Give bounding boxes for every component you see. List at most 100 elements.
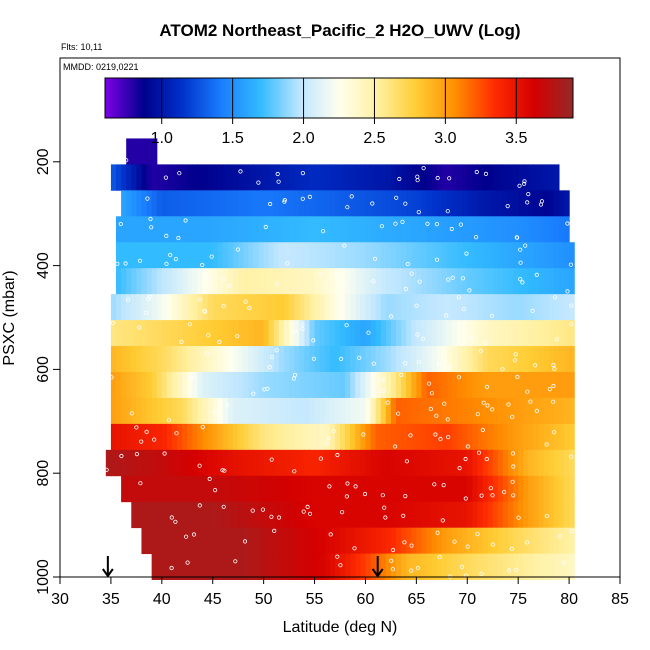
heat-cell [156,190,163,217]
sample-point [506,402,511,407]
heat-cell [508,501,514,529]
heat-cell [513,475,519,503]
sample-point [300,171,305,176]
heat-cell [406,423,412,451]
heat-cell [477,397,484,425]
sample-point [565,289,570,294]
heat-cell [508,190,514,217]
sample-point [200,262,205,268]
heat-cell [340,475,346,503]
heat-cell [212,527,219,555]
heat-cell [462,294,468,321]
heat-cell [151,397,158,425]
heat-cell [426,475,433,503]
heat-cell [212,190,219,217]
heat-cell [441,397,448,425]
heat-cell [141,294,148,321]
heat-cell [187,320,193,347]
heat-cell [258,397,265,425]
heat-cell [421,475,428,503]
heat-cell [314,294,321,321]
heat-cell [294,527,300,555]
heat-cell [457,397,463,425]
heat-cell [558,320,565,347]
heat-cell [258,527,265,555]
heat-cell [304,527,311,555]
heat-cell [416,475,423,503]
sample-point [311,338,316,343]
heat-cell [197,268,204,295]
heat-cell [426,423,433,451]
heat-cell [350,553,356,580]
heat-cell [436,320,443,347]
heat-cell [156,164,163,191]
heat-cell [166,397,173,425]
heat-cell [207,475,214,503]
heat-cell [238,527,244,555]
heat-cell [329,397,336,425]
heat-cell [523,294,529,321]
sample-point [480,427,485,433]
heat-cell [278,294,285,321]
heat-cell [278,501,285,529]
heat-cell [314,449,321,477]
heat-cell [212,372,219,399]
heat-cell [105,449,112,477]
heat-cell [472,190,479,217]
sample-point [509,546,514,552]
heat-cell [487,320,494,347]
heat-cell [462,268,468,295]
heat-cell [426,164,433,191]
heat-cell [340,372,346,399]
heat-cell [146,268,153,295]
sample-point [416,359,422,364]
heat-cell [309,475,316,503]
heat-cell [156,294,163,321]
heat-cell [212,242,219,269]
heat-cell [518,164,524,191]
heat-cell [396,372,402,399]
heat-cell [411,294,417,321]
sample-point [473,235,479,240]
heat-cell [406,268,412,295]
sample-point [552,295,558,300]
heat-cell [467,501,473,529]
heat-cell [116,242,122,269]
heat-cell [309,268,316,295]
heat-cell [263,501,270,529]
heat-cell [166,320,173,347]
heat-cell [487,449,494,477]
heat-cell [212,164,219,191]
heat-cell [401,346,407,373]
heat-cell [146,423,153,451]
heat-cell [299,294,305,321]
heat-cell [482,449,489,477]
heat-cell [284,553,290,580]
heat-cell [487,423,494,451]
heat-cell [329,216,336,243]
heat-cell [390,346,397,373]
heat-cell [207,346,214,373]
heat-cell [416,216,423,243]
heat-cell [523,216,529,243]
heat-cell [462,190,468,217]
heat-cell [528,164,535,191]
heat-cell [487,527,494,555]
heat-cell [172,423,178,451]
heat-cell [314,320,321,347]
heat-cell [401,320,407,347]
sample-point [282,199,287,204]
heat-cell [533,294,540,321]
heat-cell [441,527,448,555]
heat-cell [166,190,173,217]
heat-cell [426,397,433,425]
heat-cell [228,190,234,217]
heat-cell [401,216,407,243]
heat-cell [543,475,550,503]
heat-cell [263,527,270,555]
heat-cell [253,164,260,191]
sample-point [432,482,437,487]
heat-cell [365,294,372,321]
heat-cell [207,164,214,191]
heat-cell [421,553,428,580]
